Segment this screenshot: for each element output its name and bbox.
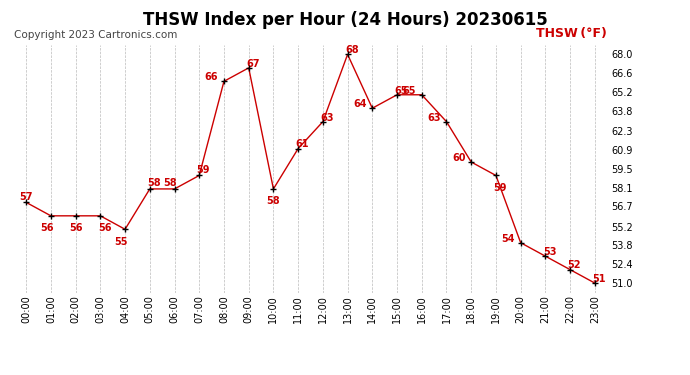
Text: 59: 59 xyxy=(197,165,210,175)
Text: 64: 64 xyxy=(353,99,366,109)
Text: 56: 56 xyxy=(69,224,82,233)
Text: 53: 53 xyxy=(543,247,556,257)
Text: 61: 61 xyxy=(295,140,309,149)
Text: 66: 66 xyxy=(205,72,218,82)
Text: 65: 65 xyxy=(395,86,408,96)
Text: THSW Index per Hour (24 Hours) 20230615: THSW Index per Hour (24 Hours) 20230615 xyxy=(143,11,547,29)
Text: 67: 67 xyxy=(246,59,259,69)
Text: 56: 56 xyxy=(98,224,111,233)
Text: 51: 51 xyxy=(592,274,606,284)
Text: 68: 68 xyxy=(345,45,359,55)
Text: 56: 56 xyxy=(40,224,53,233)
Text: 54: 54 xyxy=(502,234,515,244)
Text: 52: 52 xyxy=(568,261,581,270)
Text: 57: 57 xyxy=(19,192,33,202)
Text: Copyright 2023 Cartronics.com: Copyright 2023 Cartronics.com xyxy=(14,30,177,40)
Text: 58: 58 xyxy=(164,178,177,188)
Text: 63: 63 xyxy=(320,112,334,123)
Text: 58: 58 xyxy=(147,178,161,188)
Text: 63: 63 xyxy=(427,112,441,123)
Text: 60: 60 xyxy=(452,153,466,163)
Text: 65: 65 xyxy=(402,86,416,96)
Text: 59: 59 xyxy=(493,183,507,193)
Text: 55: 55 xyxy=(114,237,128,247)
Text: 58: 58 xyxy=(266,196,280,206)
Text: THSW (°F): THSW (°F) xyxy=(536,27,607,40)
